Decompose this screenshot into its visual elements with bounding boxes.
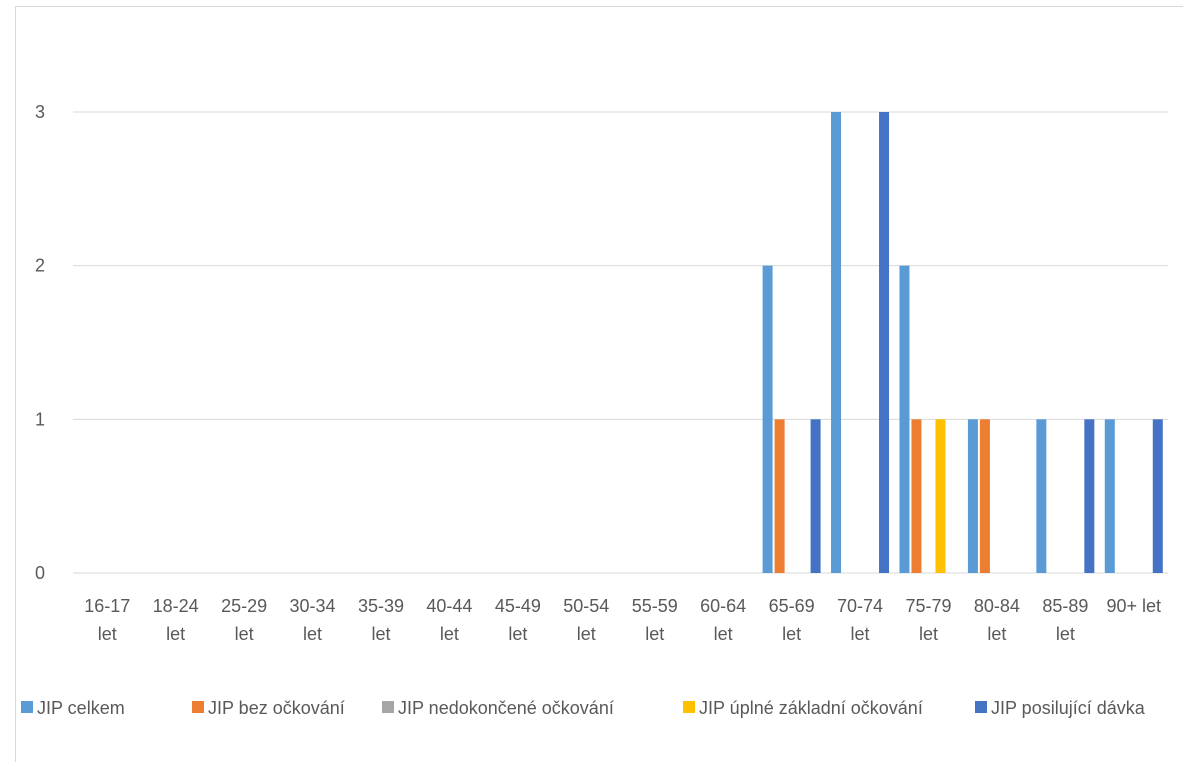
x-tick-label-line: let [919, 624, 938, 644]
x-tick-label: 75-79 let [905, 596, 951, 644]
bar [774, 419, 785, 573]
y-tick-label: 1 [35, 409, 45, 429]
x-tick-label-line: let [508, 624, 527, 644]
x-tick-label: 45-49 let [495, 596, 541, 644]
x-tick-label: 35-39 let [358, 596, 404, 644]
chart-frame [15, 6, 1183, 762]
legend-label: JIP celkem [37, 698, 125, 718]
bar [967, 419, 978, 573]
x-tick-label: 70-74 let [837, 596, 883, 644]
gridlines [73, 111, 1168, 574]
x-tick-label-line: let [235, 624, 254, 644]
x-tick-label: 90+ let [1107, 596, 1162, 616]
bars [762, 112, 1163, 573]
x-tick-label-line: let [166, 624, 185, 644]
bar [911, 419, 922, 573]
x-tick-label-line: let [782, 624, 801, 644]
x-tick-label-line: let [303, 624, 322, 644]
bar [1036, 419, 1047, 573]
x-tick-label: 30-34 let [290, 596, 336, 644]
legend-swatch [21, 701, 33, 713]
x-tick-label-line: 85-89 [1042, 596, 1088, 616]
bar [879, 112, 890, 573]
x-tick-label-line: 55-59 [632, 596, 678, 616]
x-tick-label-line: 60-64 [700, 596, 746, 616]
x-tick-label-line: let [371, 624, 390, 644]
x-tick-label: 25-29 let [221, 596, 267, 644]
x-tick-label-line: 75-79 [905, 596, 951, 616]
bar [1084, 419, 1095, 573]
legend-label: JIP úplné základní očkování [699, 698, 923, 718]
x-tick-label: 18-24 let [153, 596, 199, 644]
bar [935, 419, 946, 573]
y-tick-label: 2 [35, 256, 45, 276]
x-tick-label: 16-17 let [84, 596, 130, 644]
legend-label: JIP nedokončené očkování [398, 698, 614, 718]
x-axis-tick-labels: 16-17 let 18-24 let 25-29 let 30-34 let 35-39 let… [84, 596, 1161, 644]
x-tick-label-line: let [987, 624, 1006, 644]
x-tick-label-line: 30-34 [290, 596, 336, 616]
bar [979, 419, 990, 573]
x-tick-label: 40-44 let [426, 596, 472, 644]
x-tick-label: 85-89 let [1042, 596, 1088, 644]
x-tick-label-line: let [645, 624, 664, 644]
x-tick-label: 55-59 let [632, 596, 678, 644]
bar [1104, 419, 1115, 573]
y-tick-label: 0 [35, 563, 45, 583]
x-tick-label-line: 16-17 [84, 596, 130, 616]
x-tick-label-line: 90+ let [1107, 596, 1162, 616]
legend-swatch [382, 701, 394, 713]
x-tick-label-line: 35-39 [358, 596, 404, 616]
legend-label: JIP posilující dávka [991, 698, 1146, 718]
x-tick-label: 50-54 let [563, 596, 609, 644]
x-tick-label-line: let [577, 624, 596, 644]
x-tick-label: 65-69 let [769, 596, 815, 644]
legend-swatch [975, 701, 987, 713]
legend-swatch [192, 701, 204, 713]
bar [1152, 419, 1163, 573]
x-tick-label-line: let [1056, 624, 1075, 644]
legend-label: JIP bez očkování [208, 698, 345, 718]
x-tick-label-line: 50-54 [563, 596, 609, 616]
x-tick-label-line: 25-29 [221, 596, 267, 616]
bar [899, 265, 910, 573]
bar [762, 265, 773, 573]
x-tick-label-line: 65-69 [769, 596, 815, 616]
x-tick-label-line: let [714, 624, 733, 644]
x-tick-label-line: 18-24 [153, 596, 199, 616]
legend-swatch [683, 701, 695, 713]
x-tick-label-line: let [851, 624, 870, 644]
x-tick-label-line: 70-74 [837, 596, 883, 616]
x-tick-label-line: let [98, 624, 117, 644]
x-tick-label: 80-84 let [974, 596, 1020, 644]
bar [831, 112, 842, 573]
x-tick-label-line: let [440, 624, 459, 644]
x-tick-label-line: 45-49 [495, 596, 541, 616]
x-tick-label-line: 80-84 [974, 596, 1020, 616]
y-axis-tick-labels: 0 1 2 3 [35, 102, 45, 583]
legend: JIP celkem JIP bez očkování JIP nedokončen… [21, 698, 1146, 718]
x-tick-label: 60-64 let [700, 596, 746, 644]
y-tick-label: 3 [35, 102, 45, 122]
bar [810, 419, 821, 573]
x-tick-label-line: 40-44 [426, 596, 472, 616]
